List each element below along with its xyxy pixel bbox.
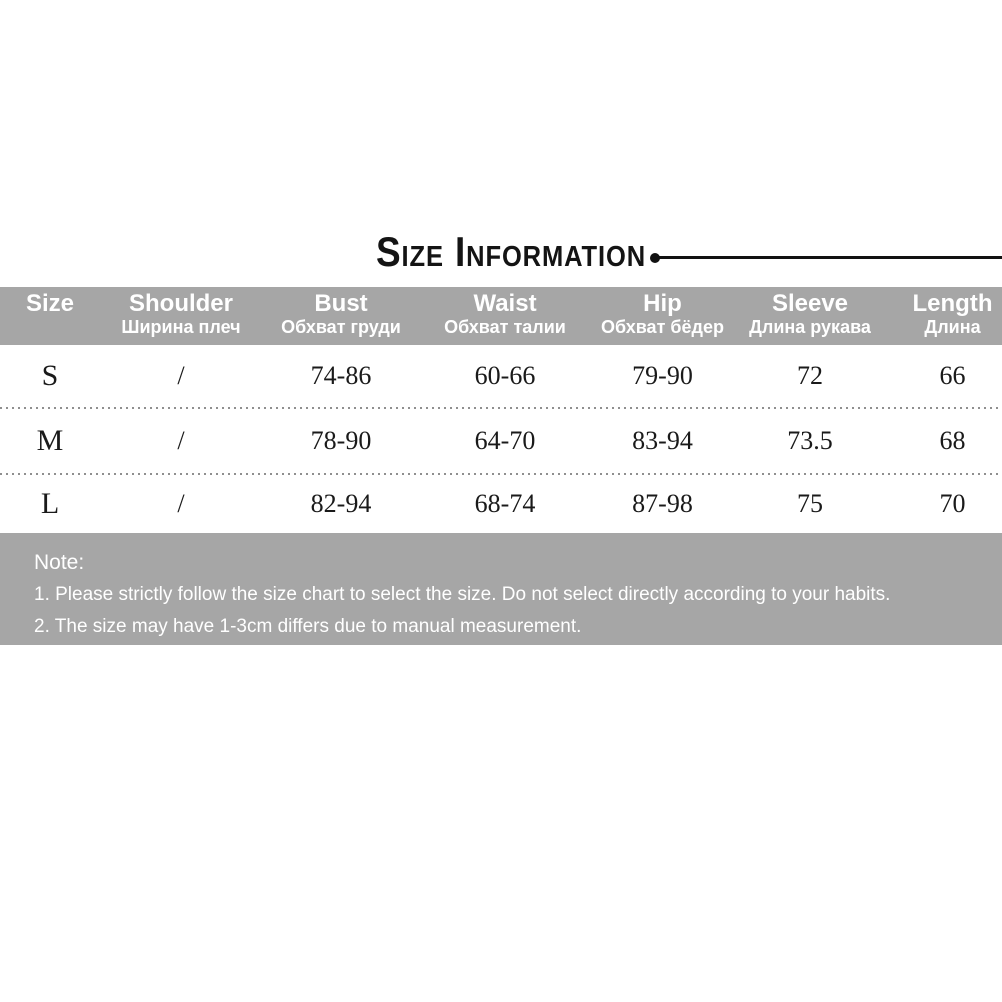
sleeve-cell: 72 — [797, 361, 823, 390]
column-header-hip: Hip Обхват бёдер — [590, 290, 735, 338]
waist-cell: 64-70 — [474, 426, 536, 455]
note-line-1: 1. Please strictly follow the size chart… — [34, 584, 891, 605]
hip-cell: 79-90 — [632, 361, 693, 390]
column-label-en: Shoulder — [128, 290, 233, 317]
column-label-ru: Обхват бёдер — [601, 317, 724, 337]
column-header-bust: Bust Обхват груди — [262, 290, 420, 338]
shoulder-cell: / — [177, 426, 185, 455]
column-header-shoulder: Shoulder Ширина плеч — [100, 290, 262, 338]
length-cell: 66 — [939, 361, 966, 390]
waist-cell: 68-74 — [474, 488, 536, 518]
column-label-ru: Длина рукава — [749, 317, 871, 337]
page-title: Size Information — [376, 228, 647, 275]
sleeve-cell: 75 — [797, 488, 823, 518]
row-separator-dotted — [0, 473, 1002, 475]
table-row-size-l: L / 82-94 68-74 87-98 75 70 — [0, 475, 1002, 532]
bust-cell: 82-94 — [310, 488, 372, 518]
shoulder-cell: / — [177, 361, 185, 390]
bust-cell: 78-90 — [310, 426, 372, 455]
row-separator-dotted — [0, 407, 1002, 409]
waist-cell: 60-66 — [474, 361, 536, 390]
note-heading: Note: — [34, 551, 85, 574]
size-cell: S — [41, 359, 59, 392]
table-header-row: Size Shoulder Ширина плеч Bust Обхват гр… — [0, 287, 1002, 345]
line-end-dot — [650, 252, 660, 263]
note-box: Note: 1. Please strictly follow the size… — [0, 533, 1002, 645]
column-label-en: Waist — [473, 290, 537, 317]
size-cell: L — [40, 486, 60, 520]
column-label-en: Bust — [314, 290, 368, 317]
column-header-length: Length Длина — [885, 290, 1002, 338]
column-header-waist: Waist Обхват талии — [420, 290, 590, 338]
table-row-size-s: S / 74-86 60-66 79-90 72 66 — [0, 345, 1002, 407]
column-label-ru: Длина — [924, 317, 981, 337]
hip-cell: 87-98 — [632, 488, 693, 518]
column-header-size: Size — [0, 290, 100, 317]
size-cell: M — [36, 424, 64, 457]
column-label-en: Length — [912, 290, 993, 317]
length-cell: 70 — [939, 488, 966, 518]
hip-cell: 83-94 — [632, 426, 693, 455]
sleeve-cell: 73.5 — [787, 426, 833, 455]
column-label-en: Hip — [643, 290, 682, 317]
column-label-en: Sleeve — [771, 290, 849, 317]
table-row-size-m: M / 78-90 64-70 83-94 73.5 68 — [0, 409, 1002, 473]
column-header-sleeve: Sleeve Длина рукава — [735, 290, 885, 338]
column-label-ru: Ширина плеч — [121, 317, 241, 337]
shoulder-cell: / — [177, 488, 185, 518]
column-label-en: Size — [25, 290, 75, 317]
length-cell: 68 — [939, 426, 966, 455]
bust-cell: 74-86 — [310, 361, 372, 390]
title-decorative-line — [650, 252, 1002, 263]
column-label-ru: Обхват груди — [281, 317, 401, 337]
column-label-ru: Обхват талии — [444, 317, 566, 337]
table-body: S / 74-86 60-66 79-90 72 66 M / 78-90 64… — [0, 345, 1002, 532]
note-line-2: 2. The size may have 1-3cm differs due t… — [34, 616, 582, 637]
